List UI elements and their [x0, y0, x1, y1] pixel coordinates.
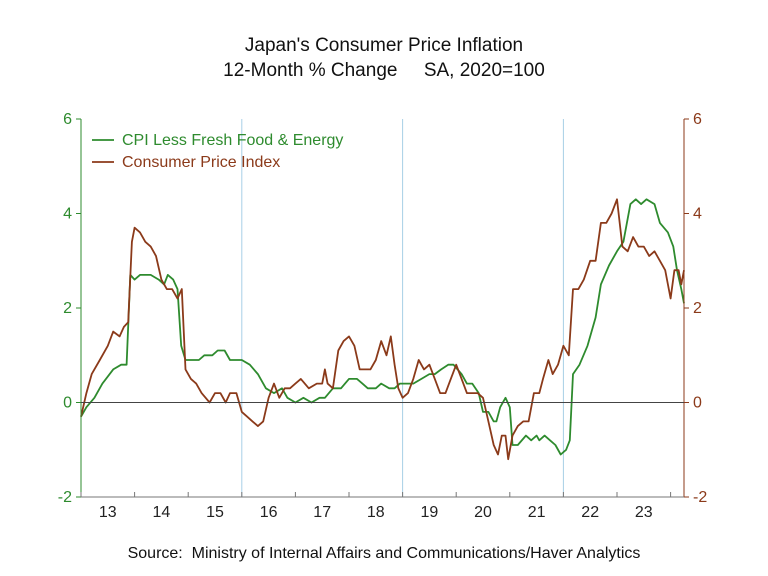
- legend-label: CPI Less Fresh Food & Energy: [122, 132, 343, 149]
- right-tick-label: 4: [693, 206, 702, 223]
- x-tick-label: 18: [367, 504, 385, 521]
- chart-subtitle: 12-Month % Change SA, 2020=100: [223, 60, 545, 81]
- grid-layer: [241, 119, 564, 497]
- x-tick-label: 19: [421, 504, 439, 521]
- series-line-cpi: [80, 198, 685, 461]
- left-tick-label: 6: [63, 111, 72, 128]
- left-tick-label: -2: [58, 489, 72, 506]
- source-note: Source: Ministry of Internal Affairs and…: [127, 545, 641, 562]
- x-tick-label: 23: [635, 504, 653, 521]
- left-tick-label: 0: [63, 395, 72, 412]
- x-tick-label: 14: [153, 504, 171, 521]
- x-tick-label: 13: [99, 504, 117, 521]
- x-tick-label: 15: [206, 504, 224, 521]
- series-layer: [80, 198, 685, 461]
- series-line-core-cpi: [80, 198, 685, 456]
- right-tick-label: 2: [693, 300, 702, 317]
- left-tick-label: 4: [63, 206, 72, 223]
- x-tick-label: 21: [528, 504, 546, 521]
- x-tick-label: 22: [581, 504, 599, 521]
- axis-layer: -2 -20 02 24 46 613 14 15 16 17 18 19 20 21 22 23: [58, 111, 708, 521]
- x-tick-label: 17: [313, 504, 331, 521]
- right-tick-label: -2: [693, 489, 707, 506]
- x-tick-label: 20: [474, 504, 492, 521]
- legend-label: Consumer Price Index: [122, 154, 280, 171]
- chart-title: Japan's Consumer Price Inflation: [244, 35, 524, 56]
- left-tick-label: 2: [63, 300, 72, 317]
- right-tick-label: 6: [693, 111, 702, 128]
- legend: CPI Less Fresh Food & Energy Consumer Pri…: [92, 132, 343, 171]
- right-tick-label: 0: [693, 395, 702, 412]
- x-tick-label: 16: [260, 504, 278, 521]
